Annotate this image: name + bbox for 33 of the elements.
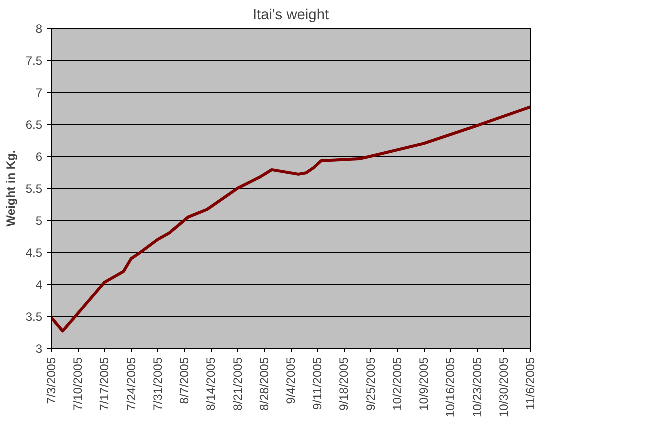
line-series (52, 106, 530, 333)
x-tick-label: 10/30/2005 (496, 357, 511, 418)
x-tick-label: 8/7/2005 (178, 357, 192, 404)
x-tick-label: 9/11/2005 (310, 357, 325, 410)
y-tick-label: 3 (36, 342, 43, 356)
y-axis-title: Weight in Kg. (4, 150, 18, 227)
y-tick-label: 4 (36, 278, 43, 292)
x-tick-label: 10/2/2005 (390, 357, 404, 411)
x-tick-label: 8/14/2005 (204, 357, 218, 411)
x-tick-label: 8/21/2005 (230, 357, 245, 411)
y-tick-label: 5 (36, 214, 43, 228)
y-tick-label: 6.5 (26, 118, 43, 132)
x-tick-label: 9/18/2005 (337, 357, 352, 411)
x-tick-label: 11/6/2005 (524, 357, 538, 410)
x-tick-label: 9/25/2005 (364, 357, 378, 411)
x-tick-label: 7/31/2005 (150, 357, 165, 411)
x-tick-label: 10/23/2005 (470, 357, 484, 418)
x-tick-label: 7/3/2005 (44, 357, 58, 404)
y-tick-label: 6 (36, 150, 43, 164)
x-tick-label: 7/17/2005 (98, 357, 112, 411)
x-tick-label: 7/10/2005 (71, 357, 86, 411)
y-tick-label: 7.5 (26, 54, 43, 68)
y-tick-label: 4.5 (26, 246, 43, 260)
y-tick-label: 5.5 (26, 182, 43, 196)
x-tick-label: 9/4/2005 (284, 357, 298, 404)
y-tick-label: 3.5 (26, 310, 43, 324)
y-tick-label: 7 (36, 86, 43, 100)
x-tick-label: 7/24/2005 (124, 357, 138, 411)
x-tick-label: 10/16/2005 (444, 357, 458, 418)
chart-title: Itai's weight (252, 8, 330, 24)
x-tick-label: 8/28/2005 (257, 357, 272, 411)
y-tick-label: 8 (36, 22, 43, 36)
x-tick-label: 10/9/2005 (417, 357, 432, 411)
